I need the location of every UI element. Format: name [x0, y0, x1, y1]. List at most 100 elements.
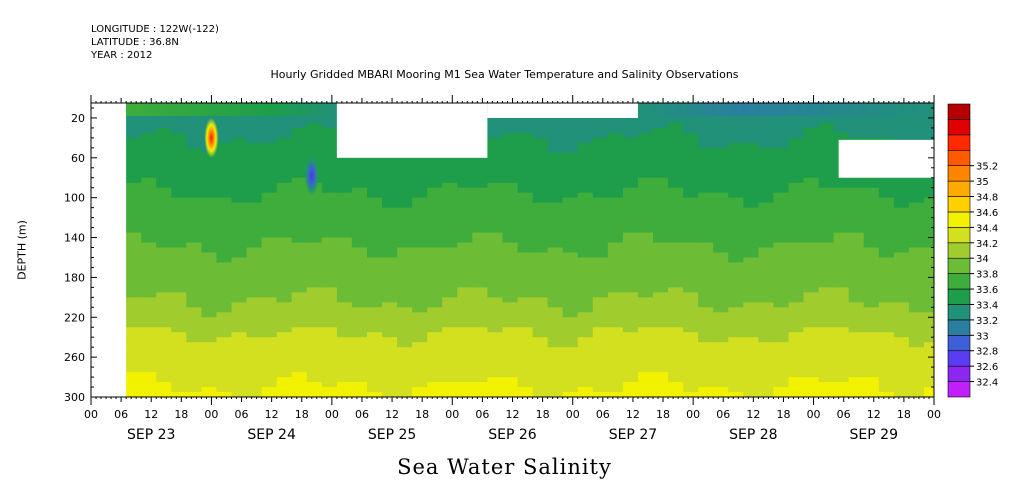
salinity-cell: [908, 247, 925, 254]
salinity-cell: [321, 337, 338, 343]
salinity-cell: [863, 287, 880, 293]
salinity-cell: [562, 212, 579, 219]
salinity-cell: [171, 382, 187, 388]
salinity-cell: [442, 242, 458, 249]
salinity-cell: [472, 317, 489, 323]
salinity-cell: [336, 292, 353, 298]
salinity-cell: [457, 252, 473, 259]
salinity-cell: [698, 377, 714, 383]
salinity-cell: [141, 252, 157, 259]
salinity-cell: [908, 277, 925, 283]
salinity-cell: [788, 257, 805, 264]
salinity-cell: [532, 317, 549, 323]
salinity-cell: [547, 232, 564, 239]
salinity-cell: [306, 202, 323, 209]
salinity-cell: [653, 182, 669, 189]
salinity-cell: [848, 337, 865, 343]
salinity-cell: [427, 337, 443, 343]
salinity-cell: [878, 282, 895, 288]
salinity-cell: [141, 187, 157, 194]
salinity-cell: [291, 247, 308, 254]
salinity-cell: [833, 352, 850, 358]
colorbar-swatch: [947, 242, 971, 259]
salinity-cell: [276, 122, 293, 129]
salinity-cell: [683, 282, 699, 288]
salinity-cell: [472, 312, 489, 318]
salinity-cell: [788, 137, 805, 144]
salinity-cell: [502, 332, 519, 338]
salinity-cell: [773, 327, 790, 333]
salinity-cell: [442, 317, 458, 323]
salinity-cell: [366, 367, 383, 373]
salinity-cell: [366, 232, 383, 239]
salinity-cell: [216, 282, 233, 288]
salinity-cell: [743, 312, 759, 318]
salinity-cell: [878, 277, 895, 283]
salinity-cell: [728, 172, 744, 179]
salinity-cell: [803, 212, 820, 219]
salinity-cell: [863, 187, 880, 194]
salinity-cell: [743, 247, 759, 254]
salinity-cell: [487, 172, 504, 179]
salinity-cell: [863, 372, 880, 378]
salinity-cell: [382, 352, 398, 358]
salinity-cell: [261, 352, 278, 358]
salinity-cell: [502, 252, 519, 259]
salinity-cell: [382, 312, 398, 318]
salinity-cell: [502, 367, 519, 373]
salinity-cell: [276, 347, 293, 353]
salinity-cell: [562, 342, 579, 348]
salinity-cell: [156, 147, 172, 154]
salinity-cell: [728, 212, 744, 219]
salinity-cell: [382, 212, 398, 219]
salinity-cell: [728, 207, 744, 214]
salinity-cell: [201, 372, 218, 378]
salinity-cell: [878, 222, 895, 229]
salinity-cell: [803, 237, 820, 244]
salinity-cell: [126, 302, 142, 308]
salinity-cell: [848, 377, 865, 383]
salinity-cell: [818, 317, 835, 323]
salinity-cell: [156, 192, 172, 199]
salinity-cell: [743, 252, 759, 259]
salinity-cell: [427, 262, 443, 269]
salinity-cell: [863, 212, 880, 219]
salinity-cell: [246, 122, 263, 129]
salinity-cell: [156, 357, 172, 363]
salinity-cell: [126, 362, 142, 368]
salinity-cell: [397, 257, 413, 264]
colorbar-swatch: [947, 319, 971, 336]
salinity-cell: [683, 387, 699, 393]
salinity-cell: [487, 392, 504, 397]
salinity-cell: [141, 387, 157, 393]
salinity-cell: [637, 142, 654, 149]
salinity-cell: [412, 372, 428, 378]
salinity-cell: [517, 222, 534, 229]
salinity-cell: [517, 187, 534, 194]
salinity-cell: [517, 312, 534, 318]
salinity-cell: [622, 392, 639, 397]
salinity-cell: [788, 322, 805, 328]
salinity-cell: [487, 282, 504, 288]
salinity-cell: [532, 157, 549, 164]
salinity-cell: [848, 282, 865, 288]
salinity-cell: [863, 197, 880, 204]
salinity-cell: [698, 347, 714, 353]
salinity-cell: [261, 312, 278, 318]
salinity-cell: [186, 292, 202, 298]
salinity-cell: [126, 317, 142, 323]
salinity-cell: [622, 212, 639, 219]
salinity-cell: [246, 167, 263, 174]
salinity-cell: [728, 362, 744, 368]
salinity-cell: [412, 392, 428, 397]
salinity-cell: [562, 177, 579, 184]
salinity-cell: [201, 342, 218, 348]
salinity-cell: [306, 367, 323, 373]
salinity-cell: [713, 207, 729, 214]
salinity-cell: [141, 162, 157, 169]
salinity-cell: [863, 282, 880, 288]
salinity-cell: [291, 302, 308, 308]
salinity-cell: [622, 367, 639, 373]
salinity-cell: [743, 327, 759, 333]
salinity-cell: [201, 302, 218, 308]
